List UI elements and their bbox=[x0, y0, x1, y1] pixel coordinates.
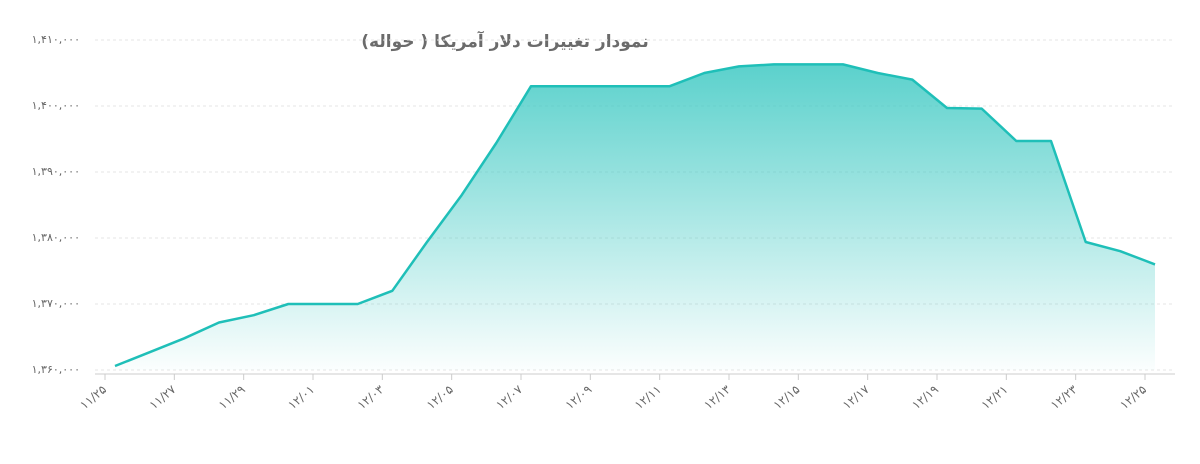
x-tick-label: ۱۱/۲۹ bbox=[216, 382, 248, 412]
x-tick-label: ۱۲/۰۷ bbox=[493, 382, 525, 412]
line bbox=[114, 63, 1156, 368]
x-tick-label: ۱۲/۱۹ bbox=[909, 382, 941, 412]
chart-title: نمودار تغییرات دلار آمریکا ( حواله) bbox=[361, 30, 648, 52]
x-tick-label: ۱۲/۱۵ bbox=[771, 382, 803, 412]
y-tick-label: ۱,۳۸۰,۰۰۰ bbox=[32, 231, 80, 244]
y-tick-label: ۱,۳۷۰,۰۰۰ bbox=[32, 297, 80, 310]
x-tick-label: ۱۲/۲۱ bbox=[979, 382, 1011, 412]
x-tick-label: ۱۲/۰۱ bbox=[285, 382, 317, 412]
y-tick-label: ۱,۳۶۰,۰۰۰ bbox=[32, 363, 80, 376]
y-tick-label: ۱,۴۰۰,۰۰۰ bbox=[32, 99, 80, 112]
x-tick-label: ۱۲/۱۷ bbox=[840, 382, 872, 412]
x-tick-label: ۱۲/۲۵ bbox=[1117, 382, 1149, 412]
x-tick-label: ۱۲/۰۵ bbox=[424, 382, 456, 412]
area bbox=[115, 64, 1155, 371]
x-tick-label: ۱۲/۲۳ bbox=[1048, 382, 1080, 412]
x-tick-label: ۱۲/۱۳ bbox=[701, 382, 733, 412]
x-tick-label: ۱۲/۱۱ bbox=[632, 382, 664, 412]
x-tick-label: ۱۲/۰۳ bbox=[355, 382, 387, 412]
x-tick-label: ۱۱/۲۷ bbox=[147, 382, 179, 412]
x-tick-label: ۱۲/۰۹ bbox=[563, 382, 595, 412]
x-tick-label: ۱۱/۲۵ bbox=[77, 382, 109, 412]
y-tick-label: ۱,۳۹۰,۰۰۰ bbox=[32, 165, 80, 178]
y-tick-label: ۱,۴۱۰,۰۰۰ bbox=[32, 33, 80, 46]
